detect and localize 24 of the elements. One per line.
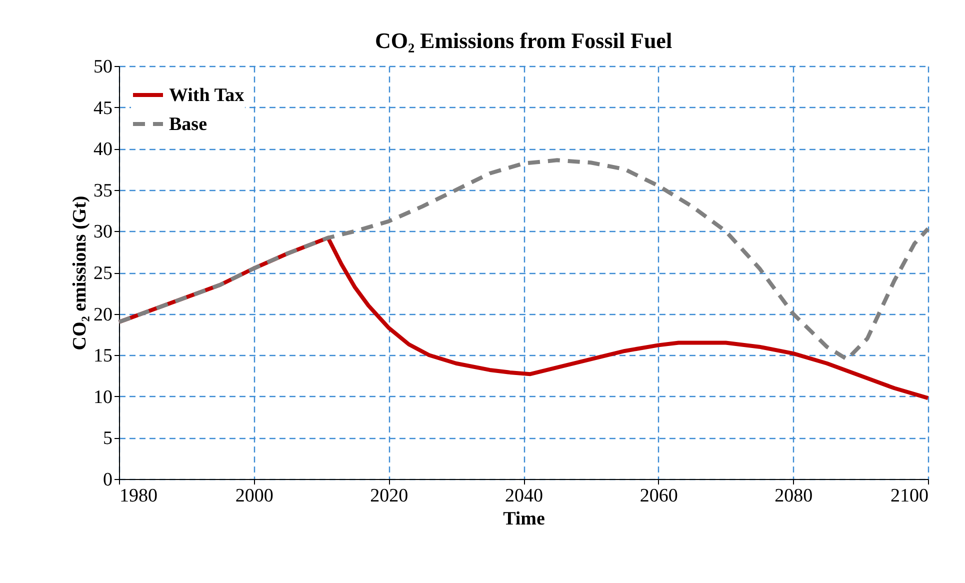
y-tick-label: 20 — [94, 304, 112, 326]
y-tick-label: 0 — [103, 470, 112, 490]
x-tick-label: 2000 — [235, 486, 274, 506]
x-tick-label: 1980 — [120, 486, 158, 506]
y-tick-label: 45 — [94, 98, 112, 119]
chart-title: CO₂ Emissions from Fossil Fuel — [374, 28, 672, 53]
y-tick-label: 25 — [94, 263, 112, 284]
y-tick-label: 40 — [94, 139, 112, 160]
y-tick-label: 50 — [94, 56, 112, 78]
legend-label: Base — [169, 114, 207, 135]
y-tick-label: 5 — [103, 428, 112, 450]
x-tick-label: 2100 — [890, 486, 928, 506]
y-tick-label: 35 — [94, 180, 112, 202]
y-axis-title: CO₂ emissions (Gt) — [70, 196, 90, 350]
x-tick-label: 2020 — [370, 486, 408, 506]
line-series — [117, 158, 930, 362]
x-tick-label: 2060 — [640, 486, 678, 506]
x-axis-title: Time — [503, 508, 545, 530]
legend-label: With Tax — [169, 85, 245, 106]
y-tick-label: 10 — [94, 386, 112, 408]
y-tick-label: 30 — [94, 222, 112, 243]
x-tick-label: 2080 — [774, 486, 813, 506]
x-tick-label: 2040 — [505, 486, 543, 506]
y-tick-label: 15 — [94, 346, 112, 367]
